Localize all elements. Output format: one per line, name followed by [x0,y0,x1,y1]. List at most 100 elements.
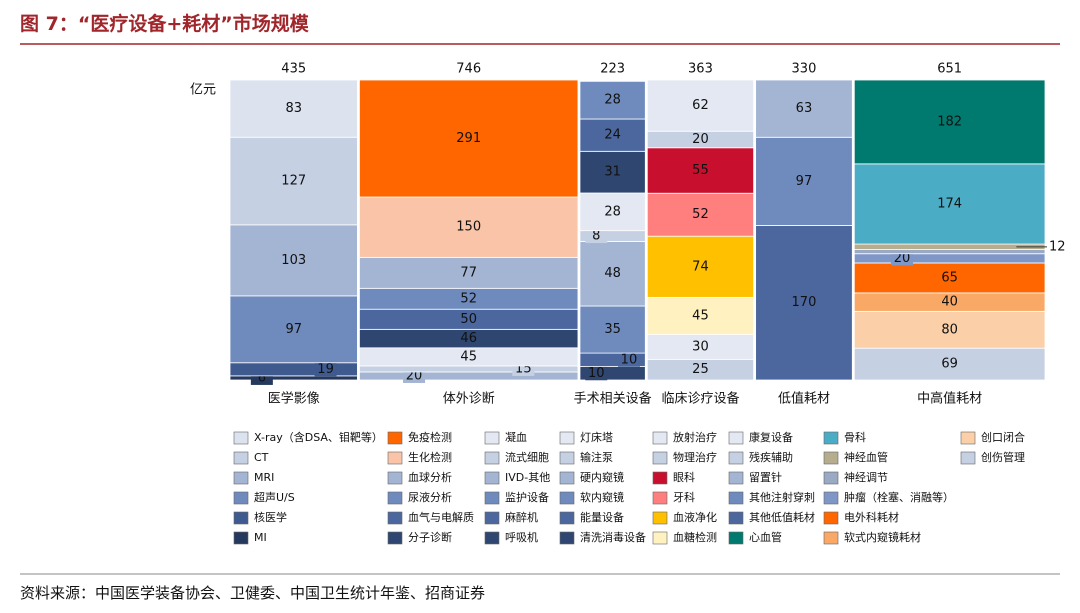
legend-swatch [728,451,744,465]
legend-swatch [559,451,575,465]
legend-swatch [484,431,500,445]
segment [579,150,646,194]
segment-label: 55 [692,163,709,178]
legend-label: 呼吸机 [505,530,538,544]
legend-label: 血球分析 [408,470,452,484]
legend-label: IVD-其他 [505,471,550,484]
legend-swatch [728,531,744,545]
legend-swatch [233,471,249,485]
legend-swatch [652,511,668,525]
legend-label: 血气与电解质 [408,510,474,524]
column-total: 651 [937,62,962,77]
segment-label: 52 [692,207,709,222]
segment-label: 10 [621,352,638,367]
segment [359,365,579,373]
legend-swatch [652,471,668,485]
segment-label: 150 [456,220,481,235]
chart-title: 图 7：“医疗设备+耗材”市场规模 [20,12,310,35]
legend-swatch [960,431,976,445]
segment-label: 25 [692,362,709,377]
legend-label: MRI [254,471,274,484]
segment [579,80,646,120]
legend-label: 电外科耗材 [844,510,899,524]
legend-label: 物理治疗 [673,450,717,464]
legend-label: 核医学 [254,510,287,524]
legend-swatch [823,511,839,525]
segment-label: 291 [456,131,481,146]
legend-label: CT [254,451,269,464]
legend-label: 清洗消毒设备 [580,530,646,544]
legend-swatch [960,451,976,465]
legend-swatch [233,491,249,505]
column-total: 330 [792,62,817,77]
segment [853,249,1046,255]
column-label: 体外诊断 [443,392,495,407]
legend-swatch [387,451,403,465]
source: 资料来源：中国医学装备协会、卫健委、中国卫生统计年鉴、招商证券 [20,584,485,602]
label-box [617,352,640,367]
column-label: 临床诊疗设备 [661,391,739,407]
segment-label: 50 [460,312,477,327]
legend-swatch [823,491,839,505]
legend-label: 神经调节 [844,470,888,484]
legend-label: 残疾辅助 [749,450,793,464]
column-label: 低值耗材 [778,391,830,407]
legend-swatch [387,531,403,545]
legend-swatch [387,511,403,525]
legend-swatch [728,511,744,525]
legend-swatch [559,531,575,545]
legend-label: 能量设备 [580,510,624,524]
legend-swatch [728,471,744,485]
segment-label: 24 [604,128,621,143]
legend-swatch [559,511,575,525]
segment-label: 97 [796,174,813,189]
legend-label: 灯床塔 [580,430,613,444]
legend-label: 血液净化 [673,510,717,524]
legend-label: 神经血管 [844,450,888,464]
segment-label: 77 [460,265,477,280]
segment-label: 62 [692,98,709,113]
segment-label: 8 [592,229,600,244]
legend-label: 分子诊断 [408,530,452,544]
label-box [403,368,426,383]
legend-swatch [233,451,249,465]
segment [853,79,1046,165]
segment [359,256,579,289]
segment-label: 35 [604,322,621,337]
segment-label: 45 [460,349,477,364]
legend-swatch [652,491,668,505]
legend-swatch [652,431,668,445]
column-total: 435 [281,62,306,77]
legend-swatch [387,431,403,445]
legend-swatch [484,471,500,485]
segment [646,147,755,194]
label-box [314,362,337,377]
legend-label: 眼科 [673,470,695,484]
legend-label: X-ray（含DSA、钼靶等） [254,430,383,444]
segment-label: 52 [460,291,477,306]
segment [229,295,358,364]
segment-label: 80 [941,322,958,337]
segment [579,305,646,354]
legend-swatch [823,531,839,545]
legend-label: 监护设备 [505,490,549,504]
column-total: 223 [600,62,625,77]
column-total: 746 [456,62,481,77]
legend-swatch [387,491,403,505]
legend-label: 超声U/S [254,490,295,504]
segment-label: 12 [1049,239,1066,254]
segment-label: 48 [604,266,621,281]
segment [853,253,1046,264]
segment [853,163,1046,245]
segment [579,192,646,232]
legend-label: 免疫检测 [408,430,452,444]
legend-swatch [652,531,668,545]
segment [646,235,755,298]
legend-swatch [233,431,249,445]
segment-label: 182 [937,114,962,129]
label-box [585,229,608,244]
legend-swatch [728,491,744,505]
legend-swatch [484,531,500,545]
column-label: 医学影像 [268,391,320,407]
